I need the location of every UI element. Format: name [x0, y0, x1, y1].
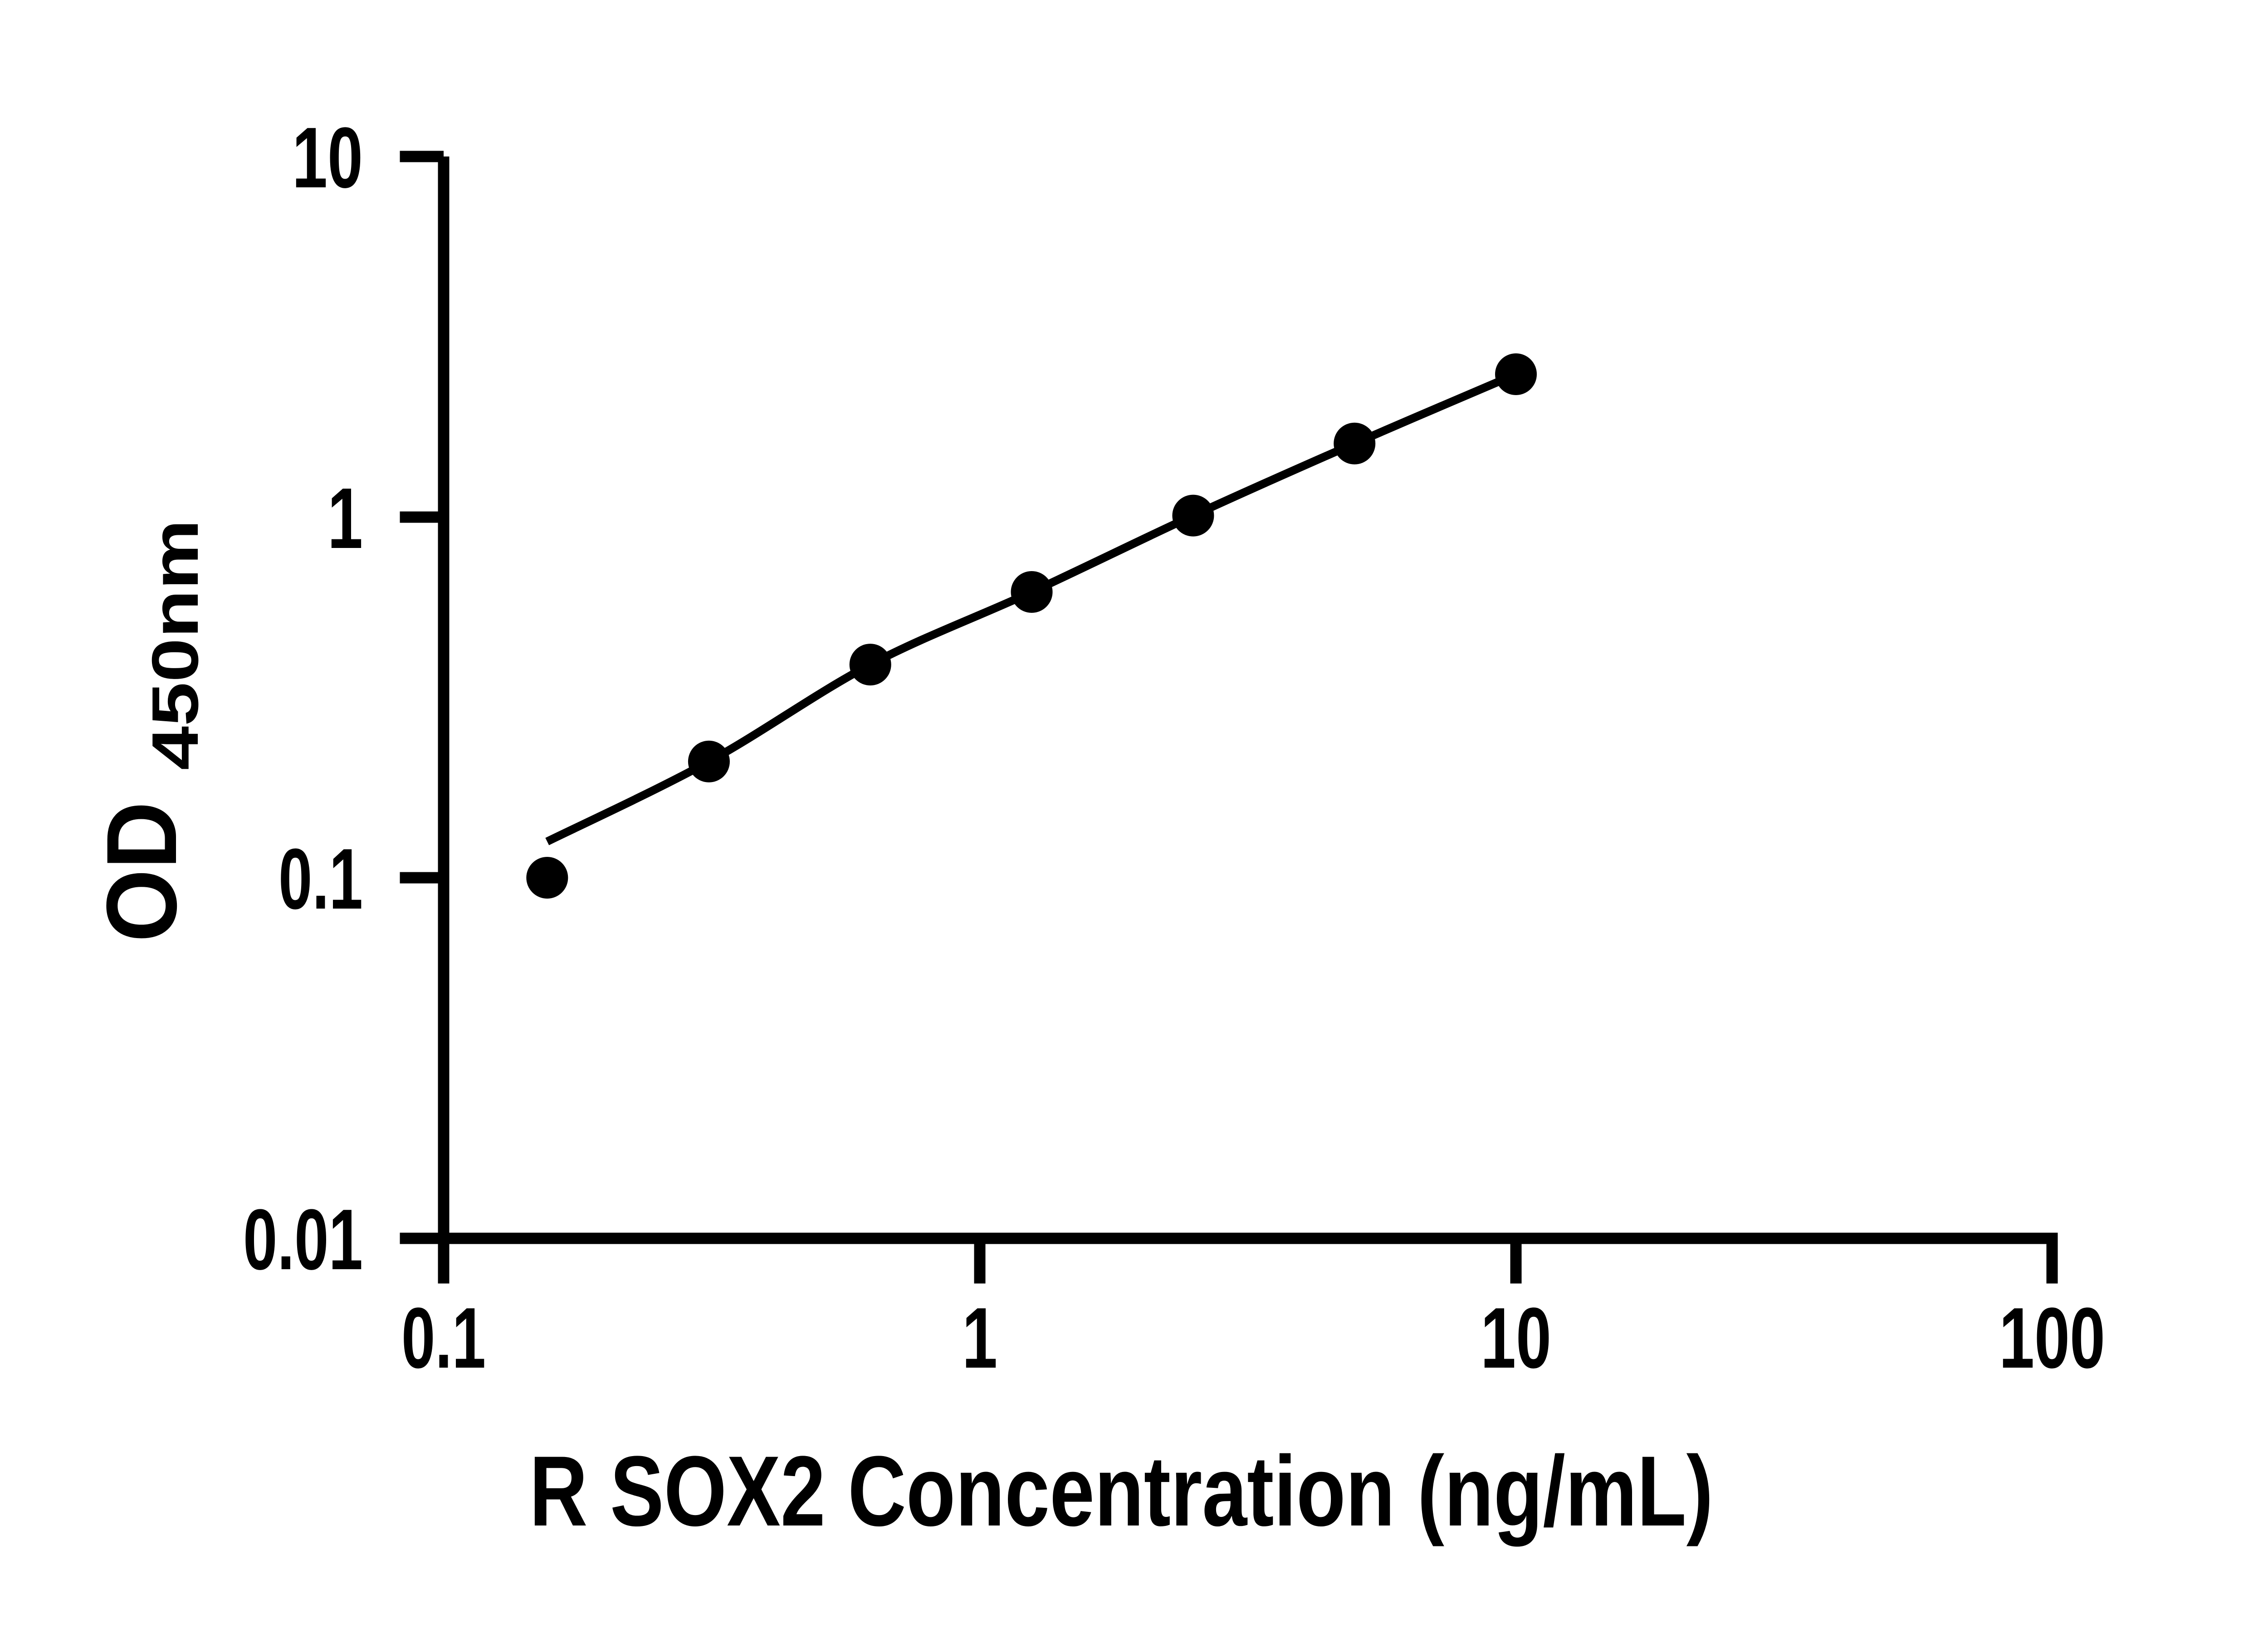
- x-tick-label: 1: [962, 1290, 997, 1386]
- data-point: [526, 857, 568, 899]
- y-tick-label: 10: [292, 110, 363, 206]
- data-point: [1172, 494, 1214, 537]
- x-tick-label: 0.1: [401, 1290, 486, 1386]
- data-points: [526, 353, 1537, 899]
- axis-ticks: [400, 151, 2058, 1284]
- data-point: [849, 644, 891, 686]
- data-point: [1495, 353, 1537, 395]
- x-tick-label: 10: [1481, 1290, 1551, 1386]
- y-axis-title-subscript: 450nm: [138, 519, 212, 770]
- y-tick-label: 0.1: [279, 831, 363, 927]
- data-point: [1011, 571, 1053, 613]
- y-axis-title-main: OD: [86, 802, 197, 942]
- data-point: [688, 740, 730, 782]
- data-point: [1334, 422, 1376, 464]
- x-axis-title: R SOX2 Concentration (ng/mL): [529, 1435, 1713, 1547]
- y-tick-label: 1: [327, 470, 363, 567]
- x-tick-label: 100: [1999, 1290, 2105, 1386]
- axes: [438, 156, 2058, 1244]
- y-axis-title: OD 450nm: [86, 519, 212, 942]
- axis-tick-labels: 0.01 0.1 1 10 0.1 1 10 100: [243, 110, 2105, 1386]
- y-tick-label: 0.01: [243, 1192, 363, 1288]
